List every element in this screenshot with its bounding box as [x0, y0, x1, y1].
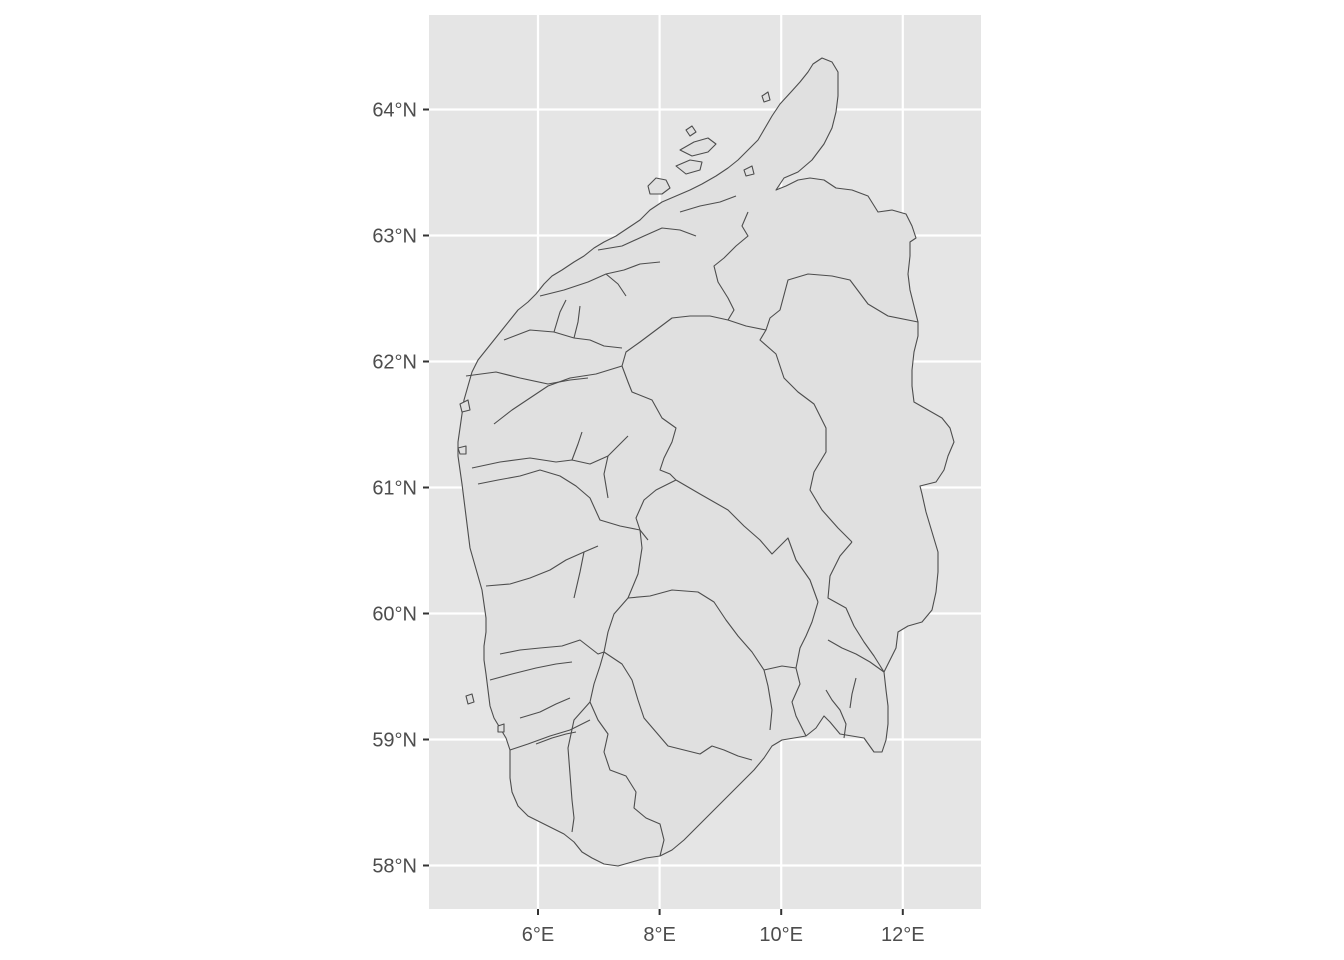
fjord-sunndal: [597, 227, 697, 251]
border-telemark-aust-agder: [589, 665, 665, 857]
border-buskerud-akershus: [763, 665, 797, 671]
y-tick-label: 63°N: [372, 226, 417, 248]
y-tick-label: 60°N: [372, 604, 417, 626]
y-tick-label: 62°N: [372, 352, 417, 374]
border-more-oppland: [621, 315, 729, 481]
fjord-romsdal-branch: [605, 273, 627, 297]
border-oppland-buskerud: [599, 479, 677, 667]
border-agder: [567, 701, 591, 833]
x-tick-label: 6°E: [522, 924, 554, 946]
fjord-stavanger: [535, 731, 577, 745]
fjord-trondheim: [679, 195, 737, 213]
fjord-oslofjord-east: [825, 689, 847, 739]
island-small-7: [761, 91, 771, 103]
x-tick-label: 8°E: [643, 924, 675, 946]
island-small-2: [743, 165, 755, 177]
border-ostfold: [827, 639, 885, 673]
border-trondelag-more: [713, 211, 919, 331]
fjord-oslofjord-branch: [849, 677, 857, 709]
border-sogn-hordaland: [477, 469, 649, 541]
fjord-lysefjord: [519, 697, 571, 719]
island-hitra: [679, 137, 717, 157]
fjord-sognefjord-branch-2: [603, 455, 609, 499]
x-tick-label: 10°E: [759, 924, 803, 946]
border-telemark-vestfold: [603, 651, 753, 761]
border-hedmark-akershus: [827, 541, 885, 673]
island-small-1: [685, 125, 697, 137]
border-oppland-akershus: [675, 479, 819, 603]
island-small-6: [497, 723, 505, 733]
island-froya: [675, 159, 703, 175]
border-buskerud-telemark: [627, 589, 773, 731]
fjord-storfjord-branch-2: [573, 305, 581, 339]
border-oppland-hedmark: [759, 329, 853, 543]
y-tick-label: 61°N: [372, 478, 417, 500]
border-sogn-oppland: [493, 365, 623, 425]
y-tick-label: 64°N: [372, 100, 417, 122]
fjord-hardanger-branch: [573, 551, 585, 599]
island-small-4: [459, 399, 471, 413]
fjord-nordfjord: [465, 371, 589, 385]
island-small-5: [465, 693, 475, 705]
island-small-3: [457, 445, 467, 455]
norway-south-map: [457, 57, 955, 867]
fjord-sognefjord-branch: [571, 431, 583, 461]
x-tick-label: 12°E: [881, 924, 925, 946]
island-smola: [647, 177, 671, 195]
y-tick-label: 59°N: [372, 730, 417, 752]
fjord-boknafjord: [489, 661, 573, 681]
y-tick-label: 58°N: [372, 856, 417, 878]
border-hordaland-rogaland: [499, 639, 605, 655]
fjord-storfjord-branch: [553, 299, 567, 333]
border-rogaland-agder: [509, 719, 591, 751]
axes: 6°E 8°E 10°E 12°E 58°N 59°N 60°N 61°N 62°N 63°N 64…: [372, 100, 924, 947]
land-outline: [457, 57, 955, 867]
